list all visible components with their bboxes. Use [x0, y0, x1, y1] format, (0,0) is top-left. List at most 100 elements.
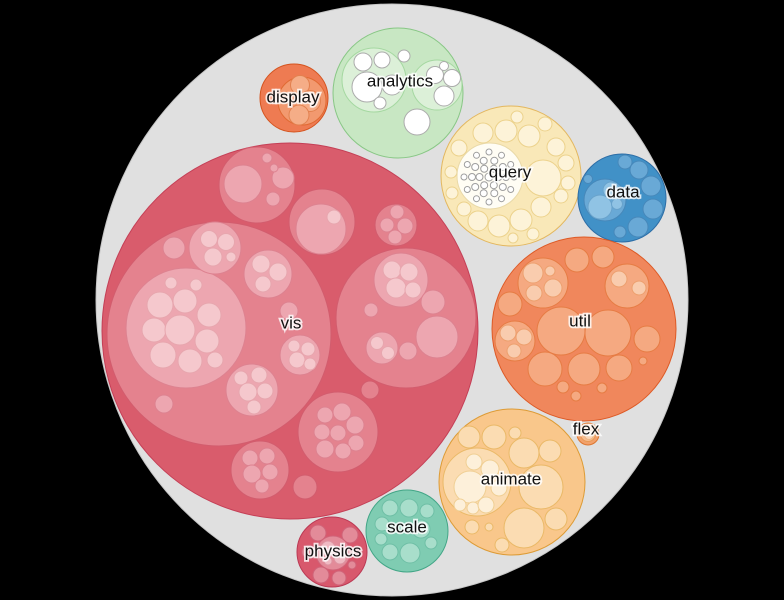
query-node[interactable] [489, 164, 498, 173]
display-node[interactable] [290, 75, 310, 95]
util-node[interactable] [522, 262, 544, 284]
animate-node[interactable] [466, 501, 480, 515]
vis-node[interactable] [387, 229, 403, 245]
physics-node[interactable] [309, 524, 327, 542]
util-node[interactable] [515, 328, 533, 346]
query-node[interactable] [526, 227, 540, 241]
query-node[interactable] [463, 186, 471, 193]
query-node[interactable] [463, 161, 471, 168]
animate-node[interactable] [480, 459, 500, 479]
vis-node[interactable] [363, 302, 379, 318]
vis-node[interactable] [258, 447, 276, 465]
vis-node[interactable] [287, 339, 301, 353]
query-node[interactable] [485, 198, 493, 206]
query-node[interactable] [502, 173, 510, 181]
vis-node[interactable] [164, 314, 196, 346]
data-node[interactable] [627, 216, 649, 238]
vis-node[interactable] [246, 399, 262, 415]
query-node[interactable] [475, 173, 484, 181]
vis-node[interactable] [261, 152, 273, 164]
vis-node[interactable] [370, 336, 384, 350]
vis-node[interactable] [196, 302, 222, 328]
vis-node[interactable] [233, 370, 249, 386]
data-node[interactable] [629, 160, 649, 180]
animate-node[interactable] [544, 507, 568, 531]
animate-node[interactable] [465, 453, 483, 471]
analytics-node[interactable] [397, 49, 411, 63]
vis-node[interactable] [149, 341, 177, 369]
scale-node[interactable] [399, 498, 419, 518]
query-node[interactable] [487, 214, 511, 238]
scale-node[interactable] [381, 499, 399, 517]
vis-node[interactable] [238, 382, 258, 402]
vis-node[interactable] [365, 331, 399, 365]
query-node[interactable] [507, 161, 515, 168]
vis-node[interactable] [396, 217, 414, 235]
vis-node[interactable] [420, 289, 446, 315]
vis-node[interactable] [203, 247, 223, 267]
vis-node[interactable] [404, 281, 422, 299]
vis-node[interactable] [225, 251, 237, 263]
scale-node[interactable] [399, 542, 421, 564]
util-node[interactable] [499, 324, 517, 342]
analytics-node[interactable] [439, 61, 449, 71]
data-node[interactable] [587, 194, 613, 220]
scale-node[interactable] [424, 536, 438, 550]
util-node[interactable] [527, 351, 563, 387]
physics-node[interactable] [312, 566, 330, 584]
analytics-node[interactable] [353, 52, 373, 72]
animate-node[interactable] [494, 537, 510, 553]
physics-node[interactable] [301, 544, 317, 560]
vis-node[interactable] [288, 351, 306, 369]
vis-node[interactable] [415, 315, 459, 359]
query-node[interactable] [480, 164, 489, 173]
util-node[interactable] [497, 291, 523, 317]
vis-node[interactable] [206, 351, 224, 369]
vis-node[interactable] [162, 236, 186, 260]
query-node[interactable] [524, 159, 562, 197]
query-node[interactable] [510, 173, 518, 181]
vis-node[interactable] [345, 415, 365, 435]
vis-node[interactable] [261, 463, 279, 481]
data-node[interactable] [642, 198, 664, 220]
animate-node[interactable] [453, 498, 467, 512]
vis-node[interactable] [329, 424, 347, 442]
vis-node[interactable] [279, 301, 299, 321]
query-node[interactable] [472, 122, 494, 144]
animate-node[interactable] [481, 424, 507, 450]
util-node[interactable] [564, 247, 590, 273]
util-node[interactable] [610, 270, 628, 288]
vis-node[interactable] [256, 382, 274, 400]
vis-node[interactable] [146, 291, 174, 319]
query-node[interactable] [546, 137, 566, 157]
query-node[interactable] [494, 173, 503, 181]
query-node[interactable] [471, 183, 480, 191]
scale-node[interactable] [411, 519, 431, 539]
vis-node[interactable] [189, 278, 203, 292]
vis-node[interactable] [303, 357, 317, 371]
query-node[interactable] [484, 172, 494, 182]
analytics-node[interactable] [426, 66, 444, 84]
vis-node[interactable] [360, 380, 380, 400]
vis-node[interactable] [154, 394, 174, 414]
query-node[interactable] [498, 151, 505, 159]
vis-node[interactable] [164, 276, 178, 290]
util-node[interactable] [506, 343, 522, 359]
analytics-node[interactable] [443, 69, 461, 87]
animate-node[interactable] [508, 426, 522, 440]
vis-node[interactable] [315, 439, 335, 459]
query-node[interactable] [498, 163, 507, 171]
query-node[interactable] [560, 175, 576, 191]
query-node[interactable] [553, 188, 569, 204]
query-node[interactable] [479, 189, 488, 198]
query-node[interactable] [537, 116, 553, 132]
scale-node[interactable] [374, 532, 388, 546]
analytics-node[interactable] [373, 96, 387, 110]
animate-node[interactable] [518, 464, 564, 510]
query-node[interactable] [530, 196, 552, 218]
query-node[interactable] [444, 165, 458, 179]
util-node[interactable] [536, 306, 586, 356]
scale-node[interactable] [374, 516, 390, 532]
analytics-node[interactable] [373, 51, 391, 69]
vis-node[interactable] [300, 341, 316, 357]
